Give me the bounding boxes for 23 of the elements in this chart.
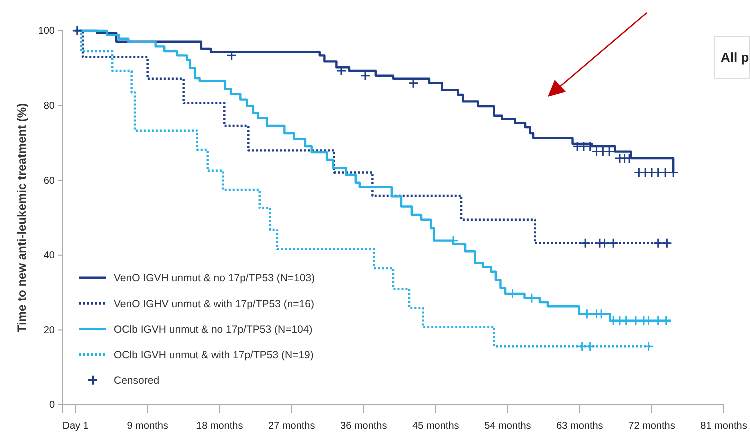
y-tick-label: 80 bbox=[44, 101, 56, 112]
x-tick-label: 9 months bbox=[127, 421, 168, 432]
x-tick-label: 63 months bbox=[556, 421, 604, 432]
legend-label: VenO IGHV unmut & with 17p/TP53 (n=16) bbox=[114, 298, 314, 310]
x-tick-label: 72 months bbox=[628, 421, 676, 432]
x-tick-label: 54 months bbox=[484, 421, 532, 432]
x-tick-label: 18 months bbox=[196, 421, 244, 432]
y-tick-label: 0 bbox=[49, 400, 56, 412]
legend-label: Censored bbox=[114, 375, 160, 388]
y-tick-label: 60 bbox=[44, 176, 56, 187]
legend-label: VenO IGVH unmut & no 17p/TP53 (N=103) bbox=[114, 272, 316, 285]
annotation: All p bbox=[721, 50, 750, 65]
y-axis-title: Time to new anti-leukemic treatment (%) bbox=[15, 103, 29, 333]
x-tick-label: 81 months bbox=[700, 421, 748, 432]
x-tick-label: Day 1 bbox=[62, 421, 90, 432]
legend-label: OClb IGVH unmut & no 17p/TP53 (N=104) bbox=[114, 324, 313, 336]
x-tick-label: 45 months bbox=[412, 421, 460, 432]
y-tick-label: 40 bbox=[44, 250, 56, 262]
legend-label: OClb IGVH unmut & with 17p/TP53 (N=19) bbox=[114, 349, 314, 362]
x-tick-label: 27 months bbox=[268, 421, 316, 432]
x-tick-label: 36 months bbox=[340, 421, 388, 432]
y-tick-label: 100 bbox=[38, 26, 56, 38]
y-tick-label: 20 bbox=[44, 325, 56, 336]
